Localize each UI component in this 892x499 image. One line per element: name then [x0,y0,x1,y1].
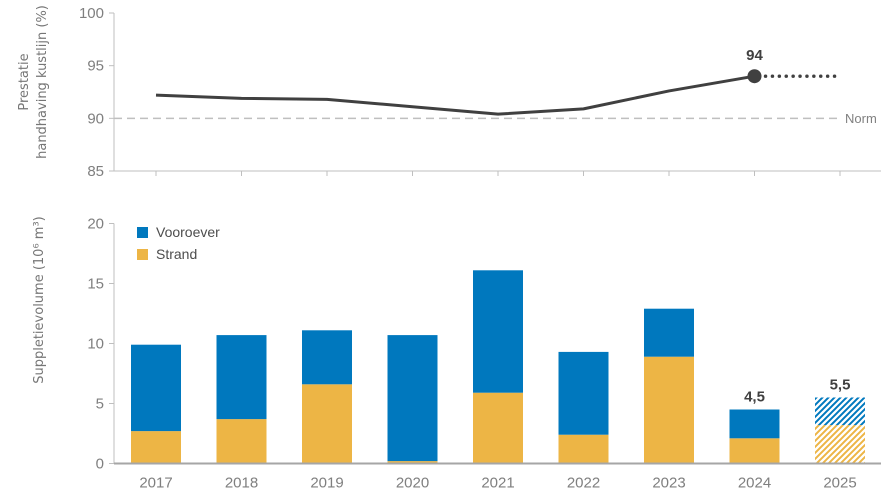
y-tick-label: 95 [87,58,104,75]
x-axis-year-label: 2017 [139,475,172,492]
y-tick-label: 10 [87,336,104,353]
bar-strand-2025 [815,425,865,464]
x-axis-year-label: 2019 [310,475,343,492]
vooroever-color-swatch [137,226,148,238]
bar-strand-2020 [387,461,438,464]
y-tick-label: 100 [79,5,104,22]
bar-vooroever-2017 [131,344,181,432]
legend-label-vooroever: Vooroever [156,224,220,240]
norm-label: Norm [845,111,877,126]
y-tick-label: 20 [87,216,104,233]
bar-strand-2021 [473,392,523,464]
strand-color-swatch [137,248,148,260]
top-chart-y-axis-title-line1: Prestatie [17,53,32,111]
y-tick-label: 85 [87,163,104,180]
x-axis-year-label: 2021 [481,475,514,492]
top-chart-y-axis-title: Prestatie handhaving kustlijn (%) [16,0,52,182]
legend-item-vooroever: Vooroever [137,224,220,240]
x-axis-year-label: 2024 [738,475,771,492]
bar-strand-2022 [558,434,609,464]
bar-strand-2019 [302,384,352,464]
bar-vooroever-2022 [558,351,609,435]
bar-strand-2017 [131,431,181,464]
bar-vooroever-2023 [644,308,694,357]
bar-vooroever-2021 [473,270,523,393]
bar-vooroever-2025 [815,397,865,426]
bar-vooroever-2024 [729,409,780,439]
end-point-value-label: 94 [746,47,763,64]
bar-strand-2018 [216,419,267,464]
x-axis-year-label: 2020 [396,475,429,492]
y-tick-label: 90 [87,110,104,127]
top-chart-y-axis-title-line2: handhaving kustlijn (%) [35,5,50,159]
end-point-marker [747,69,762,84]
x-axis-year-label: 2018 [225,475,258,492]
y-tick-label: 15 [87,276,104,293]
performance-line [155,74,755,116]
legend-item-strand: Strand [137,246,220,262]
chart-legend: Vooroever Strand [137,224,220,262]
bar-vooroever-2020 [387,335,438,462]
bar-vooroever-2018 [216,335,267,420]
bar-strand-2024 [729,438,780,464]
x-axis-year-label: 2023 [652,475,685,492]
y-tick-label: 5 [96,396,104,413]
bar-total-label: 5,5 [830,377,851,394]
bar-strand-2023 [644,356,694,464]
line-chart-prestatie: Norm 85 90 95 100 94 [79,5,881,180]
bar-chart-suppletievolume: 0 5 10 15 20 2017 2018 2019 2020 2021 2022 2023 4,5 2… [87,216,881,492]
bar-vooroever-2019 [302,330,352,385]
legend-label-strand: Strand [156,246,198,262]
bar-total-label: 4,5 [744,389,765,406]
y-tick-label: 0 [96,456,104,473]
bottom-chart-y-axis-title: Suppletievolume (10⁶ m³) [32,216,47,384]
x-axis-year-label: 2025 [823,475,856,492]
x-axis-year-label: 2022 [567,475,600,492]
